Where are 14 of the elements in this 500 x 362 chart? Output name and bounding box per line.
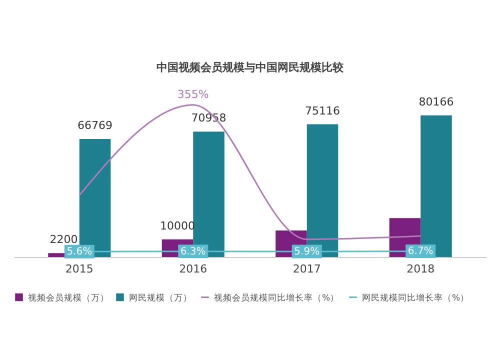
x-tick-label: 2016: [179, 262, 208, 276]
x-tick-label: 2015: [65, 262, 94, 276]
legend-label: 视频会员规模同比增长率（%）: [214, 292, 340, 304]
data-label: 75116: [305, 104, 340, 118]
legend-label: 网民规模同比增长率（%）: [362, 292, 470, 304]
data-label: 2200: [50, 233, 78, 246]
x-tick-label: 2018: [406, 262, 435, 276]
chart-title: 中国视频会员规模与中国网民规模比较: [156, 61, 344, 74]
data-label: 355%: [177, 88, 209, 101]
legend-label: 网民规模（万）: [129, 292, 192, 304]
data-label: 80166: [418, 95, 454, 108]
legend-label: 视频会员规模（万）: [28, 292, 109, 304]
data-label: 66769: [78, 119, 113, 132]
x-tick-label: 2017: [292, 262, 321, 276]
